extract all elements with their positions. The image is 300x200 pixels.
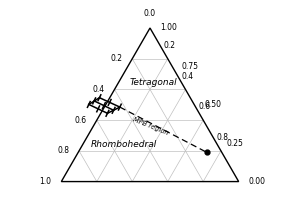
Text: Tetragonal: Tetragonal [130,78,177,87]
Text: Rhombohedral: Rhombohedral [90,140,157,149]
Text: 0.50: 0.50 [204,100,221,109]
Text: 0.75: 0.75 [182,62,199,71]
Text: 0.2: 0.2 [110,54,122,63]
Text: 0.4: 0.4 [181,72,193,81]
Text: 0.8: 0.8 [57,146,69,155]
Text: 0.0: 0.0 [144,9,156,18]
Text: 0.6: 0.6 [199,102,211,111]
Text: 0.4: 0.4 [93,85,105,94]
Text: MPB region: MPB region [132,117,170,137]
Text: 1.00: 1.00 [160,23,177,32]
Text: 0.00: 0.00 [248,177,266,186]
Text: 0.25: 0.25 [226,139,243,148]
Text: 0.2: 0.2 [164,41,175,50]
Text: 0.6: 0.6 [75,116,87,125]
Text: 0.8: 0.8 [217,133,229,142]
Text: 1.0: 1.0 [40,177,52,186]
